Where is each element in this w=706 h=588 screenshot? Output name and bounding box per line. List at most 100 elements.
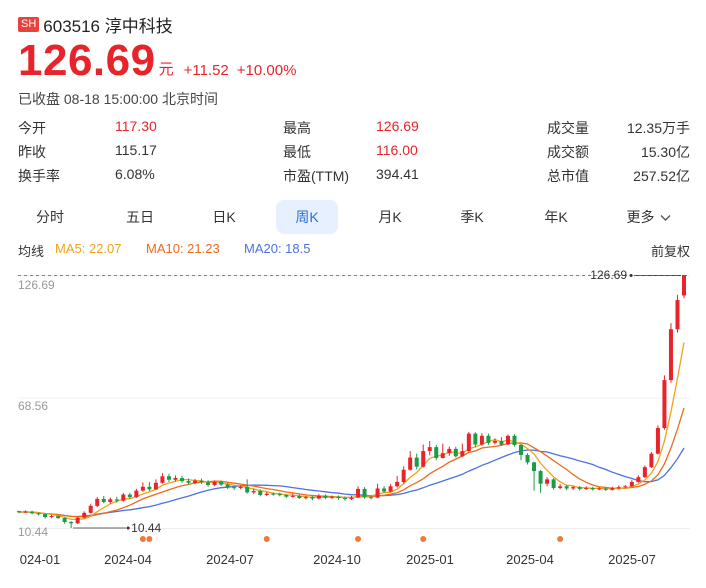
open-label: 今开 bbox=[18, 120, 46, 136]
candle-body bbox=[316, 495, 321, 499]
stock-header: SH 603516 淳中科技 bbox=[18, 12, 173, 37]
ma20-value: MA20: 18.5 bbox=[244, 241, 311, 256]
market-status: 已收盘 08-18 15:00:00 北京时间 bbox=[18, 91, 218, 107]
ma20-line bbox=[18, 447, 685, 518]
ma5-line bbox=[18, 342, 685, 521]
event-marker bbox=[146, 536, 153, 542]
candle-body bbox=[186, 481, 191, 483]
pe-value: 394.41 bbox=[376, 166, 419, 182]
candle-body bbox=[440, 453, 445, 459]
tab-more-label: 更多 bbox=[626, 209, 655, 225]
candle-body bbox=[43, 513, 48, 517]
candle-body bbox=[486, 435, 491, 443]
candle-body bbox=[492, 441, 497, 443]
candle-body bbox=[251, 491, 256, 493]
x-tick-label: 2024-10 bbox=[313, 552, 361, 567]
tab-weekly-k[interactable]: 周K bbox=[276, 200, 338, 234]
chevron-down-icon bbox=[660, 215, 671, 221]
candle-body bbox=[108, 499, 113, 502]
candle-body bbox=[219, 481, 224, 485]
candle-body bbox=[473, 433, 478, 445]
x-tick-label: 024-01 bbox=[20, 552, 60, 567]
x-tick-label: 2025-04 bbox=[506, 552, 554, 567]
turnover-value: 6.08% bbox=[115, 166, 155, 182]
candle-body bbox=[610, 488, 615, 490]
candle-body bbox=[147, 486, 152, 490]
candle-body bbox=[525, 454, 530, 463]
candle-body bbox=[668, 329, 673, 381]
candle-body bbox=[62, 518, 67, 522]
y-tick-label: 10.44 bbox=[18, 525, 48, 539]
event-marker bbox=[355, 536, 362, 542]
kline-chart[interactable]: 126.69 68.56 10.44 126.69 10.44 024-01 2024-04… bbox=[0, 268, 706, 588]
mktcap-label: 总市值 bbox=[547, 168, 589, 184]
volume-label: 成交量 bbox=[547, 120, 589, 136]
candle-body bbox=[577, 487, 582, 489]
candle-body bbox=[88, 505, 93, 513]
candle-body bbox=[682, 275, 686, 296]
candle-body bbox=[408, 457, 413, 470]
tab-daily-k[interactable]: 日K bbox=[212, 209, 236, 225]
x-tick-label: 2024-04 bbox=[104, 552, 152, 567]
prev-close-label: 昨收 bbox=[18, 144, 46, 160]
candle-body bbox=[395, 481, 400, 487]
candle-body bbox=[558, 486, 563, 489]
price-adjust-toggle[interactable]: 前复权 bbox=[650, 244, 690, 259]
candle-body bbox=[466, 433, 471, 452]
candle-body bbox=[49, 516, 54, 518]
candle-body bbox=[551, 479, 556, 489]
candle-body bbox=[388, 486, 393, 492]
tab-five-day[interactable]: 五日 bbox=[126, 209, 154, 225]
candle-body bbox=[662, 380, 667, 428]
candle-body bbox=[636, 477, 641, 482]
ma5-value: MA5: 22.07 bbox=[55, 241, 122, 256]
candle-body bbox=[603, 488, 608, 490]
tab-more[interactable]: 更多 bbox=[608, 200, 690, 234]
candle-body bbox=[499, 441, 504, 445]
open-value: 117.30 bbox=[115, 118, 157, 134]
candle-body bbox=[36, 513, 41, 515]
mktcap-value: 257.52亿 bbox=[633, 168, 690, 184]
candle-body bbox=[649, 453, 654, 468]
candle-body bbox=[264, 493, 269, 496]
candle-body bbox=[369, 497, 374, 499]
amount-value: 15.30亿 bbox=[640, 144, 690, 160]
candle-body bbox=[642, 467, 647, 478]
candle-body bbox=[512, 435, 517, 445]
candle-body bbox=[199, 480, 204, 483]
price-row: 126.69 元 +11.52 +10.00% bbox=[18, 38, 296, 84]
event-marker bbox=[420, 536, 427, 542]
current-price: 126.69 bbox=[18, 36, 156, 85]
ma10-value: MA10: 21.23 bbox=[146, 241, 220, 256]
candle-body bbox=[173, 478, 178, 480]
price-change: +11.52 bbox=[183, 62, 229, 79]
candle-body bbox=[427, 447, 432, 452]
tab-intraday[interactable]: 分时 bbox=[36, 209, 64, 225]
pe-label: 市盈(TTM) bbox=[283, 168, 350, 184]
candle-body bbox=[447, 448, 452, 454]
candle-body bbox=[342, 498, 347, 500]
candle-body bbox=[127, 494, 132, 498]
tab-yearly-k[interactable]: 年K bbox=[544, 209, 568, 225]
candle-body bbox=[56, 516, 61, 519]
low-label: 最低 bbox=[283, 144, 311, 160]
candle-body bbox=[460, 451, 465, 457]
turnover-label: 换手率 bbox=[18, 168, 60, 184]
candle-body bbox=[258, 491, 263, 496]
candle-body bbox=[616, 487, 621, 489]
candle-body bbox=[140, 486, 145, 491]
quote-stats: 今开 117.30 昨收 115.17 换手率 6.08% 最高 126.69 … bbox=[18, 118, 690, 190]
candle-body bbox=[519, 444, 524, 455]
candle-body bbox=[323, 495, 328, 498]
ma-label: 均线 bbox=[18, 244, 45, 259]
prev-close-value: 115.17 bbox=[115, 142, 157, 158]
candle-body bbox=[655, 427, 660, 454]
tab-quarterly-k[interactable]: 季K bbox=[460, 209, 484, 225]
event-marker bbox=[139, 536, 146, 542]
tab-monthly-k[interactable]: 月K bbox=[378, 209, 402, 225]
candle-body bbox=[310, 497, 315, 499]
candle-body bbox=[225, 484, 230, 488]
price-change-percent: +10.00% bbox=[236, 62, 297, 79]
candle-body bbox=[623, 486, 628, 488]
candle-body bbox=[153, 482, 158, 490]
